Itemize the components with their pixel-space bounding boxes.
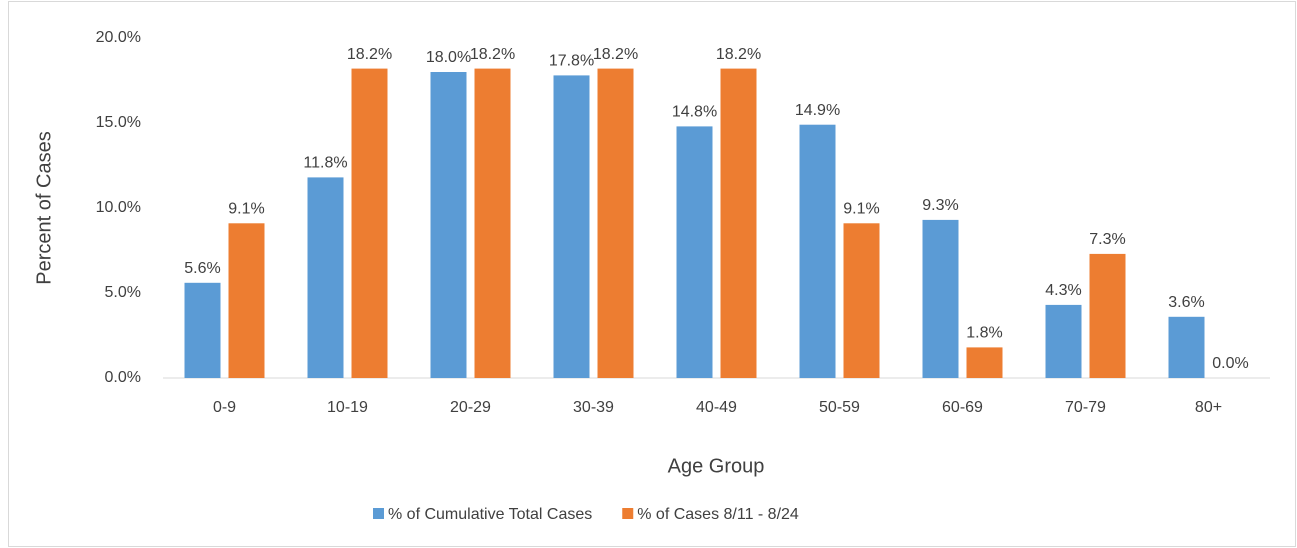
data-label: 9.1% — [228, 201, 264, 218]
y-tick-label: 15.0% — [96, 114, 141, 131]
data-label: 7.3% — [1089, 231, 1125, 248]
x-tick-label: 80+ — [1195, 399, 1222, 416]
data-label: 4.3% — [1045, 282, 1081, 299]
x-axis-title: Age Group — [668, 455, 765, 477]
data-label: 18.2% — [716, 46, 761, 63]
x-tick-label: 0-9 — [213, 399, 236, 416]
data-label: 18.2% — [470, 46, 515, 63]
bar — [351, 68, 388, 378]
y-axis-title: Percent of Cases — [33, 131, 55, 284]
bar — [184, 282, 221, 378]
x-tick-label: 10-19 — [327, 399, 368, 416]
legend-swatch — [373, 508, 384, 519]
x-tick-label: 40-49 — [696, 399, 737, 416]
bar — [720, 68, 757, 378]
y-tick-label: 10.0% — [96, 199, 141, 216]
bar — [430, 72, 467, 378]
bar — [1168, 316, 1205, 378]
x-tick-label: 70-79 — [1065, 399, 1106, 416]
y-tick-label: 5.0% — [105, 284, 141, 301]
data-label: 1.8% — [966, 325, 1002, 342]
bar — [676, 126, 713, 379]
data-label: 0.0% — [1212, 355, 1248, 372]
data-label: 11.8% — [303, 155, 347, 172]
legend-label: % of Cumulative Total Cases — [388, 506, 592, 523]
y-tick-label: 0.0% — [105, 369, 141, 386]
data-label: 5.6% — [184, 260, 220, 277]
x-tick-label: 60-69 — [942, 399, 983, 416]
data-label: 9.3% — [922, 197, 958, 214]
bar — [1045, 304, 1082, 378]
bar — [966, 347, 1003, 378]
bar — [553, 75, 590, 379]
bar — [597, 68, 634, 378]
data-label: 18.2% — [593, 46, 638, 63]
chart-frame — [8, 1, 1296, 547]
x-tick-label: 50-59 — [819, 399, 860, 416]
legend-swatch — [622, 508, 634, 519]
data-label: 18.2% — [347, 46, 392, 63]
data-label: 14.9% — [795, 102, 840, 119]
data-label: 9.1% — [843, 201, 879, 218]
x-tick-label: 20-29 — [450, 399, 491, 416]
y-tick-label: 20.0% — [96, 29, 141, 46]
data-label: 18.0% — [426, 49, 471, 66]
bar — [843, 223, 880, 378]
bar — [922, 219, 959, 378]
x-tick-label: 30-39 — [573, 399, 614, 416]
bar — [1089, 253, 1126, 378]
bar — [228, 223, 265, 378]
data-label: 3.6% — [1168, 294, 1204, 311]
legend-label: % of Cases 8/11 - 8/24 — [637, 506, 799, 523]
data-label: 17.8% — [549, 53, 594, 70]
bar — [307, 177, 344, 378]
bar — [474, 68, 511, 378]
bar — [799, 124, 836, 378]
data-label: 14.8% — [672, 104, 717, 121]
